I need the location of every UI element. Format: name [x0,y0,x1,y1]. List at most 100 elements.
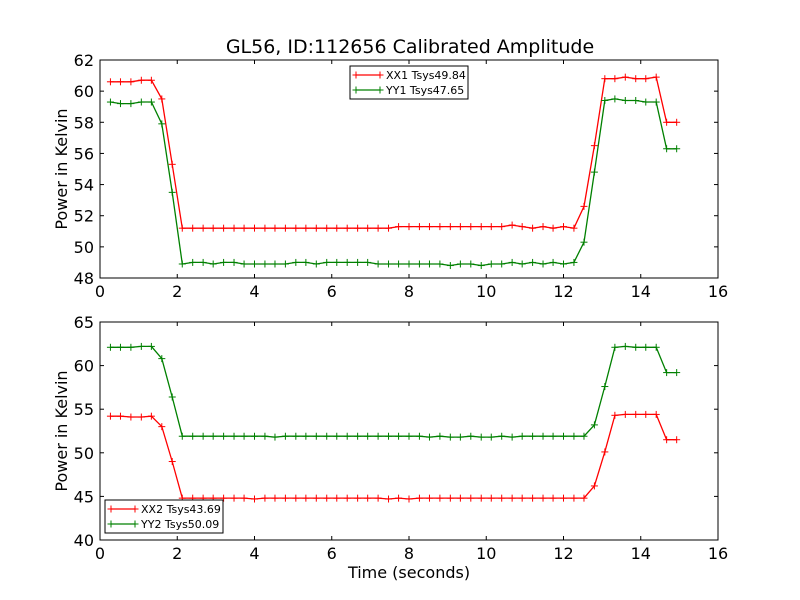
data-point [456,494,464,502]
data-point [271,433,279,441]
data-point [199,432,207,440]
data-point [158,355,166,363]
data-point [642,343,650,351]
data-point [261,494,269,502]
data-point [106,78,114,86]
data-point [673,369,681,377]
data-point [230,224,238,232]
data-point [425,433,433,441]
data-point [446,433,454,441]
data-point [415,223,423,231]
data-point [663,145,671,153]
data-point [632,410,640,418]
data-point [498,223,506,231]
x-tick-label: 4 [249,544,259,563]
data-point [642,75,650,83]
data-point [425,260,433,268]
data-point [549,432,557,440]
data-point [323,432,331,440]
data-point [189,224,197,232]
data-point [498,494,506,502]
data-point [240,224,248,232]
data-point [281,494,289,502]
data-point [395,223,403,231]
data-point [395,260,403,268]
data-point [518,432,526,440]
data-point [560,432,567,440]
data-point [601,96,609,104]
y-tick-label: 50 [74,238,94,257]
y-axis-label: Power in Kelvin [52,108,71,229]
data-point [385,260,393,268]
x-tick-label: 6 [327,544,337,563]
data-point [281,432,289,440]
data-point [354,494,362,502]
data-point [446,223,454,231]
data-point [199,224,207,232]
data-point [611,343,619,351]
x-tick-label: 8 [404,282,414,301]
data-point [312,260,320,268]
data-point [220,258,228,266]
data-point [333,432,341,440]
x-tick-label: 0 [95,544,105,563]
legend-item: YY1 Tsys47.65 [352,84,464,97]
data-point [168,160,176,168]
data-point [425,223,433,231]
data-point [158,423,166,431]
data-point [498,432,506,440]
data-point [467,494,475,502]
data-point [405,495,413,503]
data-point [590,142,598,150]
data-point [189,258,197,266]
data-point [652,343,660,351]
data-point [395,494,403,502]
data-point [354,258,362,266]
data-point [611,75,619,83]
data-point [632,75,640,83]
data-point [621,342,629,350]
data-point [663,369,671,377]
data-point [220,494,228,502]
x-tick-label: 2 [172,282,182,301]
data-point [271,224,279,232]
x-tick-label: 16 [708,282,728,301]
data-point [240,260,248,268]
data-point [292,432,300,440]
data-point [652,410,660,418]
data-point [106,98,114,106]
data-point [385,495,393,503]
y-tick-label: 58 [74,113,94,132]
data-point [312,224,320,232]
data-point [323,494,331,502]
data-point [570,258,578,266]
data-point [415,260,423,268]
data-point [436,432,444,440]
data-point [560,223,567,231]
data-point [518,260,526,268]
data-point [580,494,588,502]
data-point [209,260,217,268]
data-point [281,260,289,268]
data-point [467,432,475,440]
data-point [549,224,557,232]
data-point [508,221,516,229]
data-point [467,260,475,268]
data-point [621,73,629,81]
data-point [137,413,145,421]
data-point [477,433,485,441]
chart-panel-2: 0 2 4 6 8 10 12 14 16 40 45 50 55 60 65 Power in Kelvin… [52,313,728,582]
legend-item: XX1 Tsys49.84 [352,69,466,82]
data-point [529,494,537,502]
data-point [374,224,382,232]
legend-label: XX2 Tsys43.69 [141,503,221,516]
data-point [230,494,238,502]
y-tick-label: 55 [74,400,94,419]
data-point [240,494,248,502]
chart-title: GL56, ID:112656 Calibrated Amplitude [226,36,594,58]
data-point [292,224,300,232]
data-point [405,432,413,440]
data-point [354,432,362,440]
data-point [127,100,135,108]
data-point [580,238,588,246]
